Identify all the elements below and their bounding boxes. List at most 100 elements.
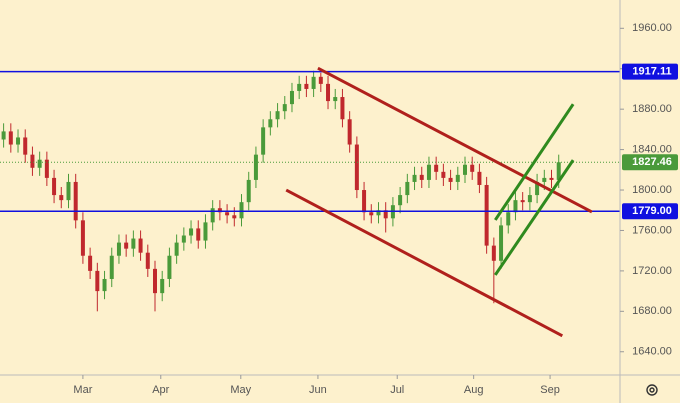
y-tick-label: 1640.00	[632, 346, 672, 358]
price-label-box	[622, 154, 678, 171]
candle-body	[189, 228, 194, 236]
candle-body	[354, 144, 359, 191]
candle-body	[153, 268, 157, 294]
y-tick-label: 1760.00	[632, 224, 672, 236]
x-tick-label: Sep	[540, 384, 560, 396]
candle-body	[419, 174, 424, 180]
trend-line	[285, 188, 564, 338]
x-tick-label: Aug	[464, 384, 484, 396]
candle-body	[30, 154, 35, 168]
candle-body	[275, 111, 280, 120]
x-tick-label: Apr	[152, 384, 169, 396]
y-tick-label: 1880.00	[632, 103, 672, 115]
candle-body	[340, 97, 345, 120]
candle-body	[80, 220, 85, 256]
candle-body	[347, 119, 352, 145]
x-tick-label: Mar	[73, 384, 92, 396]
candle-body	[520, 200, 525, 203]
candle-body	[311, 76, 316, 89]
x-tick-label: Jul	[390, 384, 404, 396]
level-label-box	[622, 203, 678, 220]
y-tick-label: 1840.00	[632, 144, 672, 156]
candle-body	[426, 164, 431, 180]
candle-body	[16, 137, 21, 145]
candle-body	[268, 119, 273, 128]
candle-body	[383, 210, 388, 219]
candle-body	[116, 242, 121, 256]
candle-body	[109, 255, 114, 279]
candle-body	[246, 179, 251, 203]
candle-body	[398, 195, 403, 206]
trend-line	[494, 159, 575, 276]
candle-body	[261, 127, 266, 155]
candle-body	[362, 190, 367, 213]
x-tick-label: May	[230, 384, 251, 396]
candle-body	[477, 171, 482, 185]
candle-body	[535, 181, 540, 196]
candle-body	[225, 212, 230, 216]
plot	[0, 66, 620, 338]
candle-body	[210, 208, 215, 223]
candle-body	[318, 76, 323, 84]
candle-body	[239, 202, 244, 219]
candle-body	[282, 104, 287, 112]
candle-body	[23, 137, 28, 155]
candle-body	[405, 181, 410, 196]
candle-body	[463, 164, 467, 175]
candle-body	[124, 242, 129, 249]
settings-ring	[646, 384, 658, 396]
candle-body	[95, 270, 100, 292]
settings-hub	[649, 387, 655, 393]
candle-body	[253, 154, 258, 180]
candle-body	[232, 215, 237, 219]
price-label: 1827.46	[632, 156, 672, 168]
settings-icon[interactable]	[646, 384, 658, 396]
candle-body	[145, 252, 150, 269]
candle-body	[470, 164, 475, 172]
level-label-box	[622, 63, 678, 80]
candle-body	[333, 97, 338, 102]
candle-body	[441, 171, 446, 178]
y-tick-label: 1960.00	[632, 22, 672, 34]
candle-body	[326, 83, 331, 102]
candle-body	[66, 181, 71, 201]
candle-body	[542, 177, 547, 182]
candle-body	[289, 90, 294, 105]
candle-body	[181, 235, 186, 243]
trend-line	[494, 103, 575, 221]
candle-body	[59, 195, 64, 201]
candle-body	[88, 255, 93, 271]
candle-body	[412, 174, 417, 182]
candle-body	[556, 162, 561, 180]
candle-body	[160, 278, 165, 294]
candle-body	[549, 177, 554, 180]
candle-body	[499, 225, 504, 261]
level-label: 1779.00	[632, 205, 672, 217]
candle-body	[8, 131, 13, 145]
candle-body	[304, 83, 309, 89]
level-label: 1917.11	[632, 66, 671, 78]
candle-body	[434, 164, 439, 172]
candle-body	[369, 212, 374, 216]
candle-body	[448, 177, 453, 182]
candle-body	[167, 255, 172, 279]
candle-body	[52, 177, 57, 196]
candle-body	[506, 212, 511, 226]
candle-body	[297, 83, 302, 91]
candle-body	[1, 131, 6, 140]
candle-body	[196, 228, 201, 241]
candle-body	[138, 238, 143, 253]
candle-body	[37, 159, 42, 168]
y-tick-label: 1720.00	[632, 265, 672, 277]
x-tick-label: Jun	[309, 384, 327, 396]
candle-body	[217, 208, 222, 213]
candle-body	[203, 222, 208, 241]
candle-body	[513, 200, 518, 213]
candle-body	[44, 159, 49, 178]
candle-body	[102, 278, 107, 292]
candle-body	[376, 210, 381, 216]
candle-body	[73, 181, 78, 221]
candle-body	[131, 238, 136, 249]
